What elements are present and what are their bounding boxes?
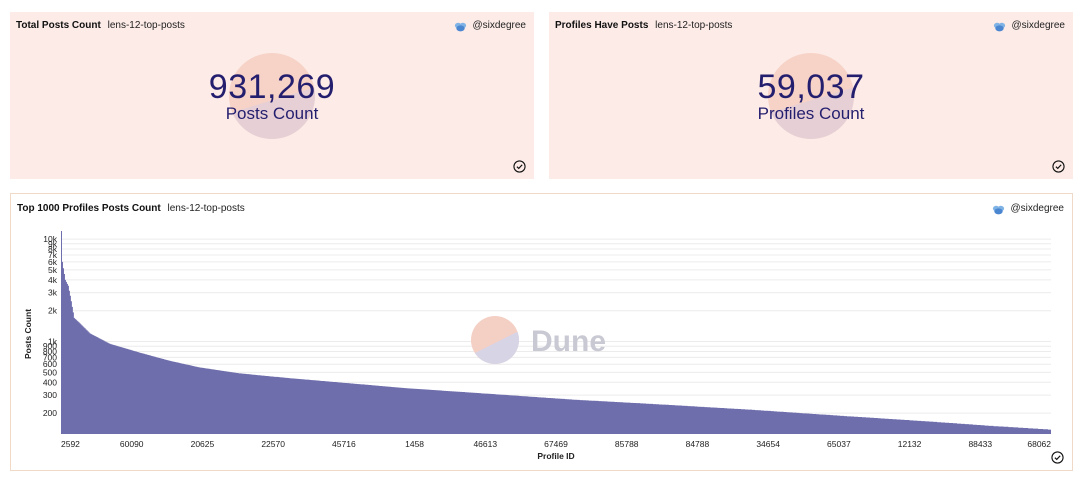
x-tick-label: 88433: [968, 439, 992, 449]
x-tick-label: 68062: [1027, 439, 1051, 449]
x-tick-label: 60090: [120, 439, 144, 449]
author-link[interactable]: @sixdegree: [454, 18, 526, 34]
card-header: Profiles Have Posts lens-12-top-posts @s…: [555, 18, 1065, 34]
y-tick-label: 1k: [48, 337, 58, 347]
bar-series: [61, 231, 1051, 434]
card-subtitle: lens-12-top-posts: [107, 20, 185, 31]
y-tick-label: 300: [43, 390, 57, 400]
author-link[interactable]: @sixdegree: [992, 201, 1064, 217]
x-tick-label: 84788: [686, 439, 710, 449]
top-profiles-chart-card: Top 1000 Profiles Posts Count lens-12-to…: [10, 193, 1073, 471]
counter-value: 59,037: [757, 68, 865, 106]
y-tick-label: 200: [43, 408, 57, 418]
y-tick-label: 2k: [48, 306, 58, 316]
x-tick-label: 22570: [261, 439, 285, 449]
author-name: @sixdegree: [1010, 203, 1064, 214]
watermark-text: Dune: [531, 325, 606, 358]
x-axis-title: Profile ID: [537, 451, 574, 461]
y-axis-title: Posts Count: [23, 309, 33, 359]
check-circle-icon[interactable]: [1051, 451, 1064, 464]
y-tick-label: 600: [43, 359, 57, 369]
counter-caption: Posts Count: [225, 104, 319, 123]
y-tick-label: 800: [43, 346, 57, 356]
author-name: @sixdegree: [472, 20, 526, 31]
x-tick-label: 2592: [61, 439, 80, 449]
card-header: Total Posts Count lens-12-top-posts @six…: [16, 18, 526, 34]
x-tick-label: 20625: [191, 439, 215, 449]
y-tick-label: 10k: [43, 234, 57, 244]
x-tick-label: 65037: [827, 439, 851, 449]
x-tick-label: 12132: [898, 439, 922, 449]
card-subtitle: lens-12-top-posts: [167, 203, 245, 214]
check-circle-icon[interactable]: [513, 160, 526, 173]
y-tick-label: 6k: [48, 257, 58, 267]
dune-watermark-logo: [229, 53, 315, 139]
dune-watermark-logo: [768, 53, 854, 139]
counter-caption: Profiles Count: [757, 104, 865, 123]
lens-logo-icon: [993, 205, 1005, 214]
y-tick-label: 400: [43, 377, 57, 387]
card-subtitle: lens-12-top-posts: [655, 20, 733, 31]
x-tick-label: 1458: [405, 439, 424, 449]
total-posts-card: Total Posts Count lens-12-top-posts @six…: [10, 12, 534, 179]
y-tick-label: 500: [43, 367, 57, 377]
author-link[interactable]: @sixdegree: [993, 18, 1065, 34]
y-tick-label: 5k: [48, 265, 58, 275]
y-tick-label: 4k: [48, 275, 58, 285]
y-tick-label: 9k: [48, 239, 58, 249]
x-tick-label: 46613: [473, 439, 497, 449]
y-tick-label: 700: [43, 352, 57, 362]
card-title[interactable]: Total Posts Count: [16, 20, 101, 31]
profiles-have-posts-card: Profiles Have Posts lens-12-top-posts @s…: [549, 12, 1073, 179]
check-circle-icon[interactable]: [1052, 160, 1065, 173]
card-header: Top 1000 Profiles Posts Count lens-12-to…: [17, 201, 1064, 217]
y-tick-label: 8k: [48, 244, 58, 254]
card-title[interactable]: Top 1000 Profiles Posts Count: [17, 203, 161, 214]
y-tick-label: 3k: [48, 288, 58, 298]
lens-logo-icon: [994, 22, 1006, 31]
y-tick-label: 7k: [48, 250, 58, 260]
x-tick-label: 45716: [332, 439, 356, 449]
card-title[interactable]: Profiles Have Posts: [555, 20, 649, 31]
x-tick-label: 85788: [615, 439, 639, 449]
x-axis-labels: 2592 60090 20625 22570 45716 1458 46613 67469 85…: [61, 439, 1051, 449]
dune-watermark: Dune: [471, 316, 606, 364]
y-tick-label: 900: [43, 341, 57, 351]
author-name: @sixdegree: [1011, 20, 1065, 31]
counter-value: 931,269: [208, 68, 336, 106]
x-tick-label: 34654: [756, 439, 780, 449]
lens-logo-icon: [455, 22, 467, 31]
x-tick-label: 67469: [544, 439, 568, 449]
